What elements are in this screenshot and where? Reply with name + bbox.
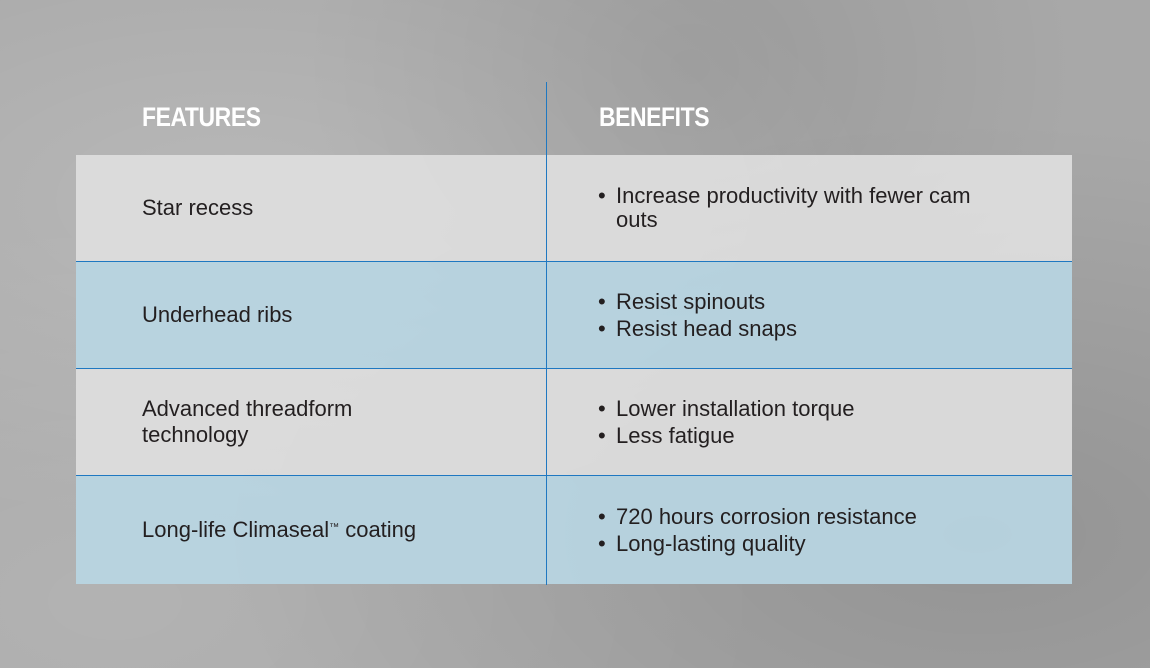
table-row: Star recess Increase productivity with f…	[76, 155, 1072, 262]
benefit-item: Less fatigue	[598, 423, 1018, 448]
benefit-item: Resist head snaps	[598, 316, 1018, 341]
table-row: Advanced threadform technology Lower ins…	[76, 369, 1072, 476]
table-row: Underhead ribs Resist spinouts Resist he…	[76, 262, 1072, 369]
feature-cell: Star recess	[142, 195, 254, 220]
feature-text: Long-life Climaseal	[142, 517, 330, 542]
benefits-cell: 720 hours corrosion resistance Long-last…	[598, 476, 1018, 584]
feature-cell: Underhead ribs	[142, 302, 293, 327]
benefit-item: Lower installation torque	[598, 396, 1018, 421]
feature-text-suffix: coating	[339, 517, 417, 542]
features-header: FEATURES	[142, 102, 261, 132]
feature-cell: Long-life Climaseal™ coating	[142, 476, 502, 584]
table-row: Long-life Climaseal™ coating 720 hours c…	[76, 476, 1072, 584]
benefit-item: Long-lasting quality	[598, 531, 1018, 556]
benefit-item: Resist spinouts	[598, 289, 1018, 314]
benefits-cell: Lower installation torque Less fatigue	[598, 369, 1018, 475]
benefit-item: Increase productivity with fewer cam out…	[598, 184, 986, 232]
feature-cell: Advanced threadform technology	[142, 396, 353, 447]
benefits-header: BENEFITS	[599, 102, 710, 132]
features-benefits-table: Star recess Increase productivity with f…	[76, 155, 1072, 584]
benefits-cell: Resist spinouts Resist head snaps	[598, 262, 1018, 368]
benefits-cell: Increase productivity with fewer cam out…	[598, 155, 1018, 261]
column-divider	[546, 82, 547, 585]
trademark-mark: ™	[329, 522, 340, 533]
benefit-item: 720 hours corrosion resistance	[598, 504, 1018, 529]
